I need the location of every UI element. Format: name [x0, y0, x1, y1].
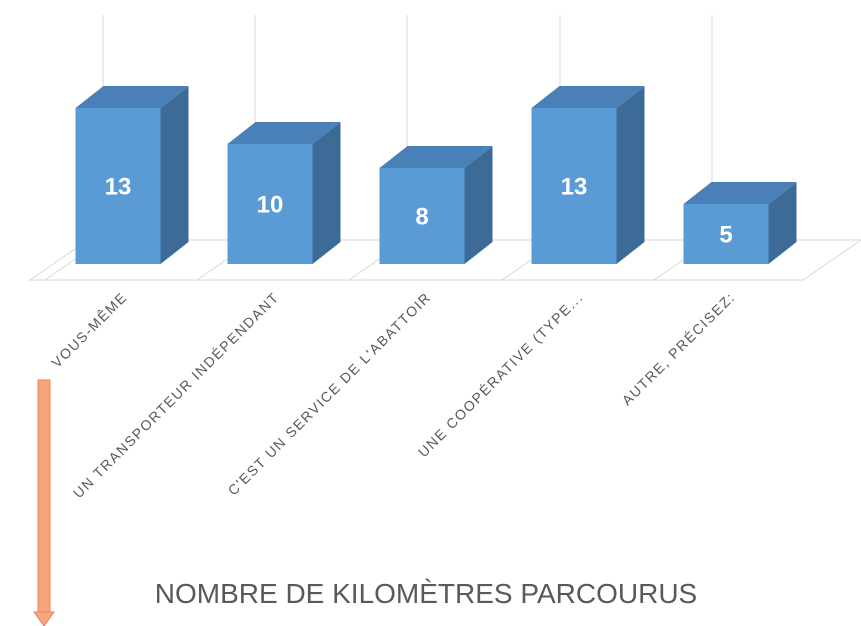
chart-title: NOMBRE DE KILOMÈTRES PARCOURUS [155, 578, 697, 609]
bar-top [379, 146, 493, 168]
floor [28, 239, 861, 281]
bar-side [768, 182, 797, 264]
bar-top [75, 86, 189, 108]
data-label: 8 [415, 203, 428, 230]
bar-front [75, 108, 161, 264]
x-tick-label: UNE COOPÉRATIVE (TYPE... [415, 289, 586, 460]
bar-side [160, 86, 189, 264]
bar-top [683, 182, 797, 204]
x-tick-label: VOUS-MÊME [48, 289, 130, 371]
bar-side [312, 122, 341, 264]
data-label: 13 [105, 173, 132, 200]
bar [227, 122, 341, 264]
bar-front [227, 144, 313, 264]
bar-side [464, 146, 493, 264]
bar-side [616, 86, 645, 264]
arrow [33, 379, 55, 626]
bar [683, 182, 797, 264]
data-label: 13 [561, 173, 588, 200]
bar [531, 86, 645, 264]
bar-front [531, 108, 617, 264]
bar [75, 86, 189, 264]
data-label: 10 [257, 191, 284, 218]
x-tick-label: AUTRE, PRÉCISEZ: [619, 289, 739, 409]
bar-front [379, 168, 465, 264]
data-label: 5 [719, 221, 732, 248]
bar [379, 146, 493, 264]
bar-top [227, 122, 341, 144]
bar-front [683, 204, 769, 264]
bar-top [531, 86, 645, 108]
